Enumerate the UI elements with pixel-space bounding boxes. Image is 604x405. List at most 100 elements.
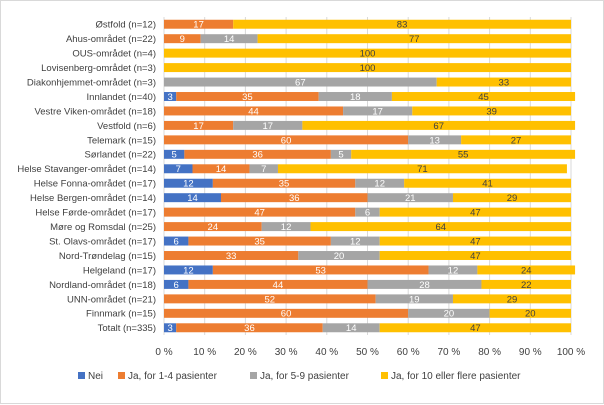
bar-value-label: 100 xyxy=(360,49,376,60)
category-label: Diakonhjemmet-området (n=3) xyxy=(27,77,156,88)
bar-segment xyxy=(164,251,299,260)
bar-value-label: 12 xyxy=(183,179,194,190)
bar-segment xyxy=(164,106,344,116)
bar-segment xyxy=(176,323,323,333)
bar-value-label: 6 xyxy=(174,280,179,291)
bar-value-label: 29 xyxy=(507,294,518,305)
bar-segment xyxy=(412,106,571,116)
bar-segment xyxy=(379,207,571,217)
category-label: Lovisenberg-området (n=3) xyxy=(41,63,156,74)
legend-label: Nei xyxy=(88,371,103,382)
bar-segment xyxy=(164,308,409,318)
category-label: Møre og Romsdal (n=25) xyxy=(50,222,156,233)
bar-value-label: 67 xyxy=(433,121,444,132)
bar-segment xyxy=(164,48,571,58)
bar-value-label: 19 xyxy=(409,294,420,305)
bar-value-label: 44 xyxy=(273,280,284,291)
bar-segment xyxy=(310,222,571,232)
x-tick-label: 80 % xyxy=(478,347,501,358)
bar-value-label: 39 xyxy=(486,106,497,117)
x-tick-label: 0 % xyxy=(155,347,172,358)
bar-value-label: 5 xyxy=(338,150,343,161)
bar-segment xyxy=(379,323,571,333)
bar-value-label: 6 xyxy=(174,236,179,247)
bar-segment xyxy=(452,294,571,304)
bar-value-label: 36 xyxy=(289,193,300,204)
bar-segment xyxy=(391,92,576,101)
bar-value-label: 17 xyxy=(372,106,383,117)
legend-swatch xyxy=(250,372,257,379)
bar-segment xyxy=(375,294,453,304)
bar-segment xyxy=(355,178,405,188)
bar-value-label: 17 xyxy=(193,121,204,132)
bar-value-label: 55 xyxy=(458,150,469,161)
category-label: Nordland-området (n=18) xyxy=(49,280,156,291)
bar-value-label: 14 xyxy=(187,193,198,204)
bar-value-label: 33 xyxy=(499,77,510,88)
bar-segment xyxy=(351,149,576,159)
x-tick-label: 20 % xyxy=(234,347,257,358)
bar-segment xyxy=(318,92,392,101)
bar-segment xyxy=(164,222,262,232)
category-label: Helse Stavanger-området (n=14) xyxy=(17,164,156,175)
bar-value-label: 18 xyxy=(350,92,361,103)
category-label: Helse Førde-området (n=17) xyxy=(35,208,156,219)
bar-segment xyxy=(164,207,356,217)
bar-segment xyxy=(164,279,189,289)
bar-value-label: 12 xyxy=(350,236,361,247)
category-label: St. Olavs-området (n=17) xyxy=(49,236,156,247)
legend-swatch xyxy=(118,372,125,379)
bar-value-label: 35 xyxy=(254,236,265,247)
bar-value-label: 12 xyxy=(448,265,459,276)
category-labels: Østfold (n=12) Ahus-området (n=22) OUS-omr… xyxy=(17,20,156,335)
bar-value-label: 20 xyxy=(444,309,455,320)
bar-value-label: 35 xyxy=(279,179,290,190)
bar-value-label: 29 xyxy=(507,193,518,204)
legend-swatch xyxy=(381,372,388,379)
bar-segment xyxy=(367,279,482,289)
bar-value-label: 7 xyxy=(176,164,181,175)
bar-segment xyxy=(188,236,331,246)
bar-segment xyxy=(408,308,490,318)
bar-segment xyxy=(379,236,571,246)
x-tick-label: 100 % xyxy=(557,347,585,358)
bar-segment xyxy=(452,193,571,203)
bar-segment xyxy=(164,135,409,145)
bar-segment xyxy=(257,34,571,44)
bar-value-label: 5 xyxy=(172,150,177,161)
x-tick-label: 50 % xyxy=(356,347,379,358)
bar-segment xyxy=(184,149,331,159)
bar-value-label: 14 xyxy=(346,323,357,334)
category-label: Østfold (n=12) xyxy=(96,20,156,31)
bar-value-label: 3 xyxy=(167,323,172,334)
legend: Nei Ja, for 1-4 pasienter Ja, for 5-9 pasi… xyxy=(78,371,521,382)
category-label: Innlandet (n=40) xyxy=(87,92,156,103)
x-tick-label: 40 % xyxy=(315,347,338,358)
category-label: UNN-området (n=21) xyxy=(67,294,156,305)
bar-segment xyxy=(261,222,311,232)
bar-segment xyxy=(212,178,356,188)
category-label: Totalt (n=335) xyxy=(98,323,156,334)
bar-value-label: 14 xyxy=(224,34,235,45)
bar-value-label: 100 xyxy=(360,63,376,74)
bar-value-label: 22 xyxy=(521,280,532,291)
bar-segment xyxy=(164,92,177,101)
category-label: Finnmark (n=15) xyxy=(86,309,156,320)
bar-value-label: 12 xyxy=(374,179,385,190)
bar-segment xyxy=(164,149,185,159)
category-label: Vestfold (n=6) xyxy=(97,121,156,132)
bar-segment xyxy=(164,77,437,87)
bar-value-label: 24 xyxy=(521,265,532,276)
x-tick-label: 10 % xyxy=(193,347,216,358)
bar-segment xyxy=(404,178,571,188)
bar-segment xyxy=(343,106,413,116)
bar-value-label: 45 xyxy=(478,92,489,103)
bar-segment xyxy=(200,34,258,44)
bar-value-label: 67 xyxy=(295,77,306,88)
bar-segment xyxy=(379,251,571,260)
bar-segment xyxy=(461,135,571,145)
category-label: Helse Bergen-området (n=14) xyxy=(30,193,156,204)
bar-segment xyxy=(322,323,380,333)
bar-value-label: 12 xyxy=(183,265,194,276)
